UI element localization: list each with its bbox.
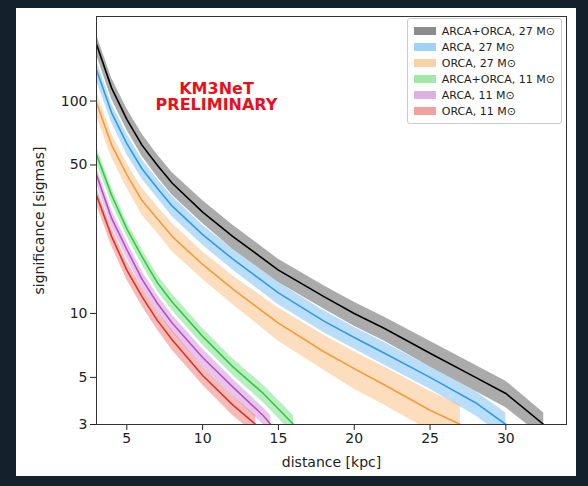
svg-text:5: 5: [79, 369, 88, 385]
svg-text:5: 5: [122, 430, 131, 446]
svg-text:10: 10: [194, 430, 212, 446]
html-text:ARCA, 11 M⊙: ARCA, 11 M⊙: [441, 88, 515, 102]
svg-text:20: 20: [345, 430, 363, 446]
html-text:ORCA, 27 M⊙: ORCA, 27 M⊙: [441, 56, 516, 70]
html-text:ARCA+ORCA, 11 M⊙: ARCA+ORCA, 11 M⊙: [441, 72, 555, 86]
svg-text:significance [sigmas]: significance [sigmas]: [31, 146, 47, 294]
html-text:ARCA+ORCA, 27 M⊙: ARCA+ORCA, 27 M⊙: [441, 24, 555, 38]
html-text:ORCA, 11 M⊙: ORCA, 11 M⊙: [441, 104, 516, 118]
svg-text:50: 50: [70, 156, 88, 172]
html-text:ARCA, 27 M⊙: ARCA, 27 M⊙: [441, 40, 515, 54]
svg-text:distance [kpc]: distance [kpc]: [282, 454, 381, 470]
svg-text:25: 25: [421, 430, 439, 446]
svg-text:3: 3: [79, 416, 88, 432]
svg-text:30: 30: [497, 430, 515, 446]
svg-text:10: 10: [70, 305, 88, 321]
svg-text:KM3NeTPRELIMINARY: KM3NeTPRELIMINARY: [156, 79, 278, 114]
svg-text:15: 15: [270, 430, 288, 446]
svg-text:100: 100: [61, 93, 88, 109]
